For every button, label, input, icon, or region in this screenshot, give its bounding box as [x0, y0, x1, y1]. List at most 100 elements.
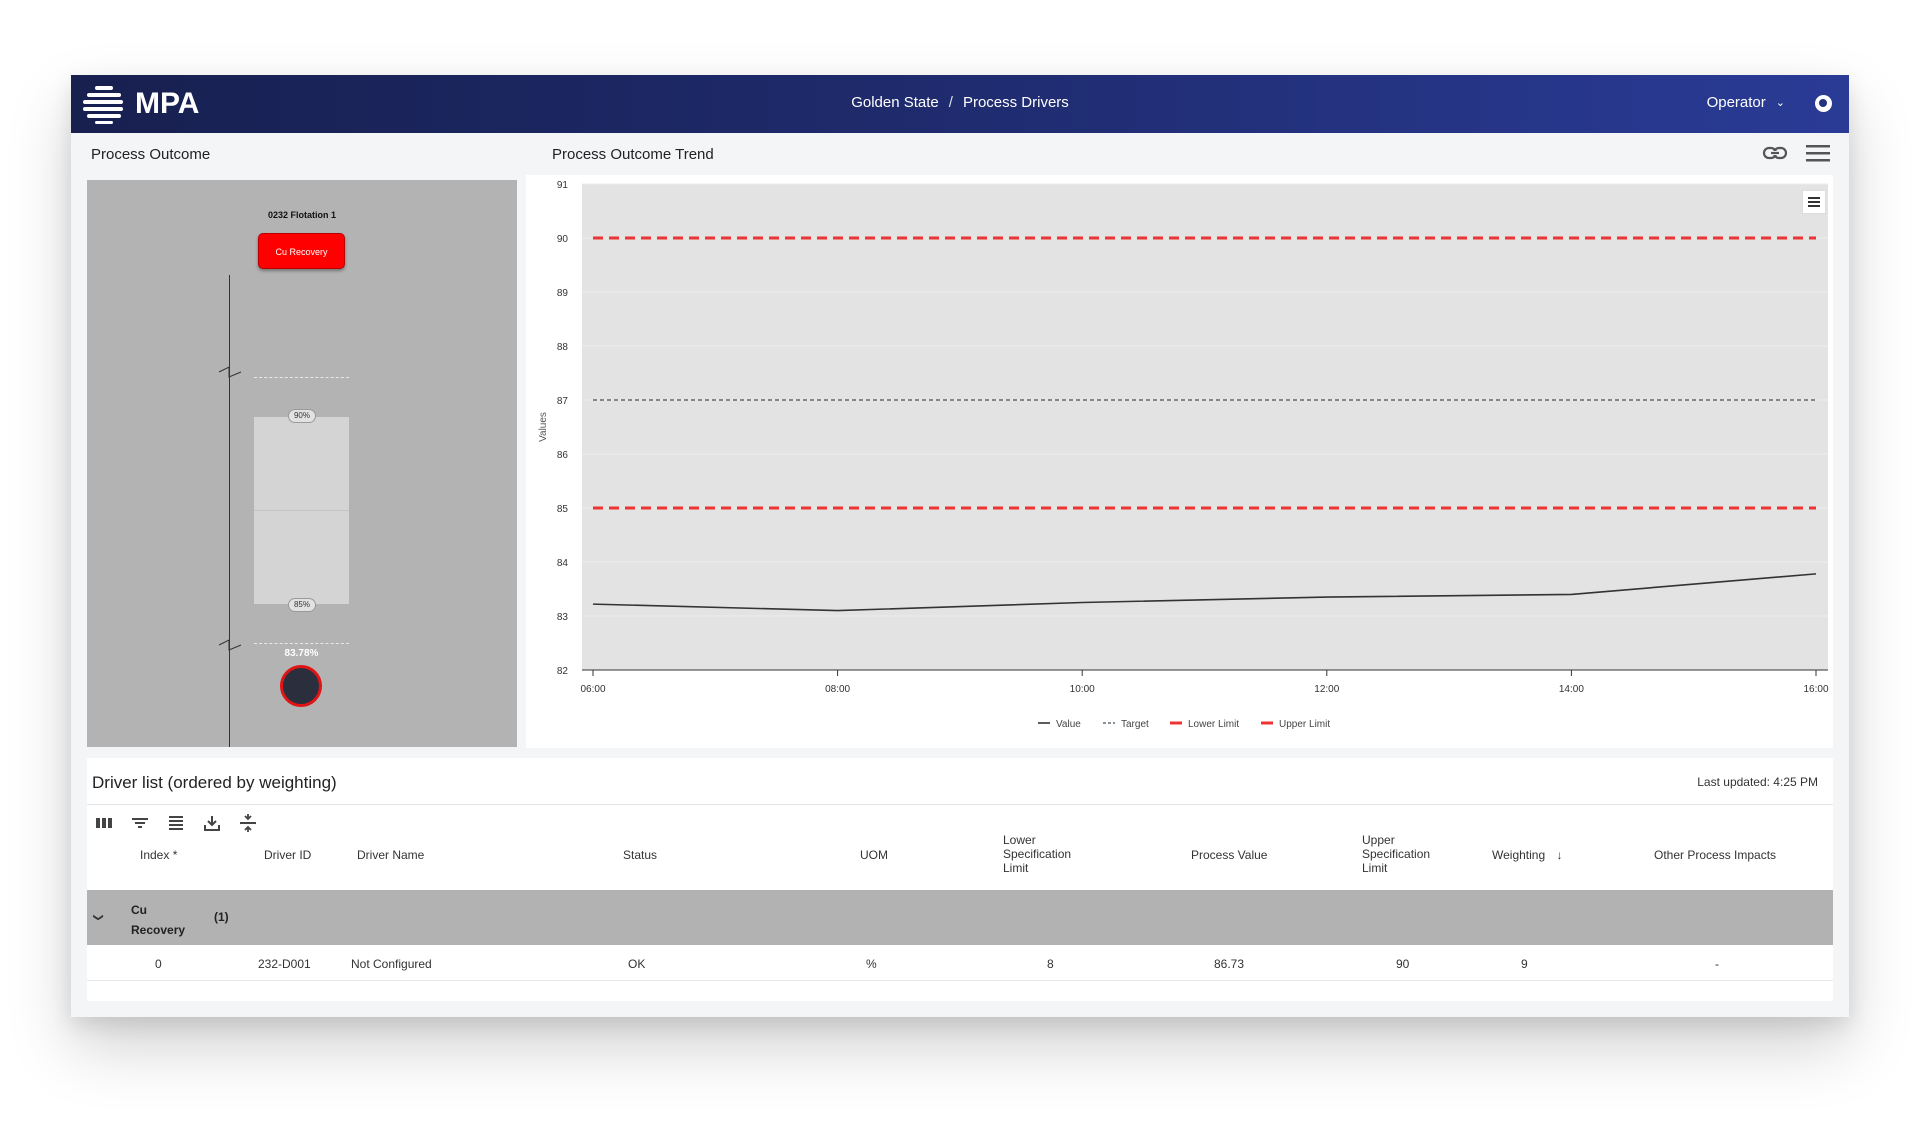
legend-label: Lower Limit — [1188, 719, 1239, 730]
cell-usl: 90 — [1396, 957, 1410, 971]
columns-icon[interactable] — [95, 814, 113, 832]
col-header-lsl[interactable]: Lower Specification Limit — [1003, 833, 1071, 875]
cell-other-impacts: - — [1715, 957, 1719, 971]
row-divider — [87, 980, 1833, 981]
y-tick-label: 83 — [557, 612, 569, 623]
outcome-axis — [229, 275, 230, 747]
x-tick-label: 08:00 — [825, 684, 850, 695]
filter-icon[interactable] — [131, 814, 149, 832]
col-header-driver-name[interactable]: Driver Name — [357, 848, 425, 862]
cell-weighting: 9 — [1521, 957, 1528, 971]
y-tick-label: 82 — [557, 666, 569, 677]
last-updated: Last updated: 4:25 PM — [1697, 775, 1818, 789]
group-count: (1) — [214, 910, 229, 924]
col-header-uom[interactable]: UOM — [860, 848, 888, 862]
y-tick-label: 85 — [557, 504, 569, 515]
globe-icon[interactable] — [1815, 95, 1832, 112]
cell-uom: % — [866, 957, 877, 971]
col-header-weighting[interactable]: Weighting ↓ — [1492, 848, 1563, 862]
group-name: Cu Recovery — [131, 900, 185, 940]
cell-status: OK — [628, 957, 646, 971]
logo-mark-icon — [83, 84, 125, 124]
trend-chart: 82 83 84 85 86 87 88 89 90 91 06:00 08:00 10:00 12:00… — [538, 180, 1829, 730]
cell-driver-id[interactable]: 232-D001 — [258, 957, 311, 971]
chart-menu-icon — [1808, 197, 1820, 207]
cell-driver-name: Not Configured — [351, 957, 432, 971]
col-header-usl-line1: Upper — [1362, 833, 1395, 847]
menu-icon[interactable] — [1806, 143, 1830, 163]
y-tick-label: 89 — [557, 288, 569, 299]
link-icon[interactable] — [1762, 145, 1788, 161]
process-outcome-visual: 0232 Flotation 1 Cu Recovery 90% 85% 83.… — [87, 180, 517, 747]
y-tick-label: 91 — [557, 180, 569, 191]
logo[interactable]: MPA — [83, 84, 199, 124]
y-tick-label: 90 — [557, 234, 569, 245]
group-row-cu-recovery[interactable]: ❯ Cu Recovery (1) — [87, 890, 1833, 945]
chevron-right-icon[interactable]: ❯ — [92, 913, 104, 922]
col-header-status[interactable]: Status — [623, 848, 658, 862]
breadcrumb-page: Process Drivers — [962, 94, 1069, 111]
col-header-weighting-label: Weighting — [1492, 848, 1546, 862]
legend-label: Value — [1056, 719, 1081, 730]
density-icon[interactable] — [167, 814, 185, 832]
col-header-usl-line2: Specification — [1362, 847, 1431, 861]
axis-break-icon — [218, 639, 242, 651]
series-line-value — [592, 573, 1817, 612]
process-outcome-trend-title: Process Outcome Trend — [552, 146, 714, 163]
driver-list-panel: Driver list (ordered by weighting) Last … — [87, 758, 1833, 1001]
sort-arrow-down-icon: ↓ — [1556, 848, 1563, 862]
logo-text: MPA — [135, 87, 200, 120]
x-tick-label: 12:00 — [1314, 684, 1339, 695]
y-tick-label: 84 — [557, 558, 569, 569]
user-menu[interactable]: Operator ⌄ — [1707, 94, 1785, 111]
driver-list-title: Driver list (ordered by weighting) — [92, 773, 337, 792]
col-header-usl-line3: Limit — [1362, 861, 1388, 875]
current-value-label: 83.78% — [284, 648, 319, 659]
chart-menu-button[interactable] — [1802, 190, 1826, 214]
cu-recovery-button[interactable]: Cu Recovery — [258, 233, 345, 269]
download-icon[interactable] — [203, 814, 221, 832]
app-window: MPA Golden State / Process Drivers Operato… — [71, 75, 1849, 1017]
cell-process-value: 86.73 — [1214, 957, 1245, 971]
process-outcome-title: Process Outcome — [91, 146, 211, 163]
x-tick-label: 14:00 — [1559, 684, 1584, 695]
col-header-other-impacts[interactable]: Other Process Impacts — [1654, 848, 1777, 862]
x-tick-label: 10:00 — [1070, 684, 1095, 695]
col-header-lsl-line2: Specification — [1003, 847, 1072, 861]
x-tick-label: 06:00 — [580, 684, 605, 695]
x-tick-label: 16:00 — [1803, 684, 1828, 695]
col-header-process-value[interactable]: Process Value — [1191, 848, 1268, 862]
breadcrumb-separator: / — [948, 94, 953, 111]
divider — [87, 804, 1833, 805]
y-tick-label: 88 — [557, 342, 569, 353]
current-value-marker[interactable] — [280, 665, 322, 707]
col-header-lsl-line1: Lower — [1003, 833, 1036, 847]
chevron-down-icon: ⌄ — [1775, 97, 1785, 109]
cell-lsl: 8 — [1047, 957, 1054, 971]
group-name-line2: Recovery — [131, 923, 186, 937]
lower-dashed-line — [254, 643, 349, 644]
y-tick-label: 86 — [557, 450, 569, 461]
y-axis-title: Values — [538, 412, 549, 442]
unit-label: 0232 Flotation 1 — [267, 210, 337, 220]
trend-chart-panel: 82 83 84 85 86 87 88 89 90 91 06:00 08:00 10:00 12:00… — [526, 175, 1833, 748]
upper-limit-tag: 90% — [288, 409, 316, 423]
col-header-index[interactable]: Index * — [140, 848, 178, 862]
user-role: Operator — [1706, 94, 1766, 111]
upper-dashed-line — [254, 377, 349, 378]
legend-label: Target — [1121, 719, 1149, 730]
col-header-usl[interactable]: Upper Specification Limit — [1362, 833, 1430, 875]
breadcrumb-site[interactable]: Golden State — [851, 94, 939, 111]
y-tick-label: 87 — [557, 396, 569, 407]
target-line — [254, 510, 349, 511]
legend-label: Upper Limit — [1279, 719, 1330, 730]
col-header-driver-id[interactable]: Driver ID — [264, 848, 312, 862]
cell-index: 0 — [155, 957, 162, 971]
axis-break-icon — [218, 366, 242, 378]
expand-collapse-icon[interactable] — [239, 814, 257, 832]
col-header-lsl-line3: Limit — [1003, 861, 1029, 875]
group-name-line1: Cu — [131, 903, 147, 917]
breadcrumb: Golden State / Process Drivers — [71, 94, 1849, 111]
top-navbar: MPA Golden State / Process Drivers Operato… — [71, 75, 1849, 133]
lower-limit-tag: 85% — [288, 598, 316, 612]
